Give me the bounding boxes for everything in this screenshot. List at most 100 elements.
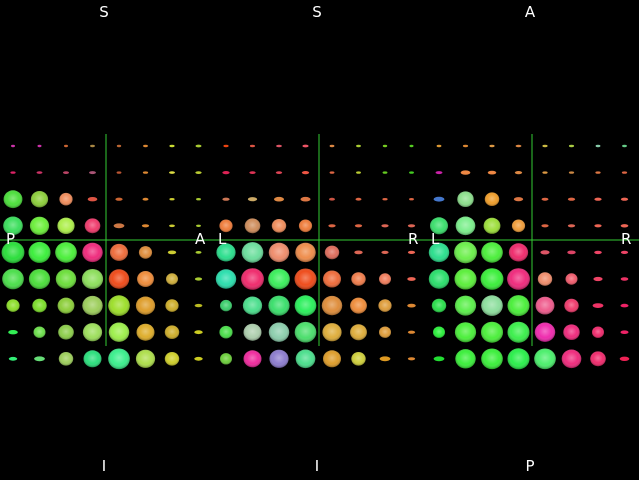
- sagittal-glyph: [169, 144, 175, 148]
- sagittal-glyph: [64, 144, 68, 148]
- sagittal-glyph: [194, 356, 203, 361]
- sagittal-glyph: [142, 171, 149, 174]
- sagittal-glyph-shading: [55, 269, 77, 289]
- coronal-glyph-shading: [294, 295, 317, 316]
- axial-label-bottom: P: [525, 457, 534, 475]
- sagittal-glyph: [195, 144, 202, 148]
- coronal-glyph-shading: [268, 242, 290, 263]
- sagittal-glyph-shading: [55, 242, 77, 263]
- sagittal-glyph: [34, 356, 45, 362]
- sagittal-glyph: [36, 171, 43, 174]
- sagittal-glyph: [63, 171, 69, 175]
- coronal-view-panel[interactable]: S I L R: [213, 3, 426, 475]
- coronal-glyph-shading: [269, 349, 289, 368]
- coronal-glyph-shading: [295, 242, 316, 263]
- axial-label-left: L: [431, 230, 440, 248]
- sagittal-glyph: [196, 198, 201, 201]
- coronal-glyph: [301, 171, 310, 175]
- coronal-glyph-shading: [294, 268, 317, 290]
- sagittal-glyph-shading: [57, 217, 75, 234]
- coronal-glyph-shading: [241, 268, 264, 290]
- sagittal-glyph: [11, 144, 15, 148]
- coronal-glyph: [407, 277, 416, 281]
- axial-glyph-shading: [484, 192, 500, 206]
- sagittal-view-panel[interactable]: S I P A: [0, 3, 213, 475]
- coronal-glyph-shading: [243, 350, 262, 368]
- coronal-label-top: S: [312, 3, 322, 21]
- coronal-glyph-shading: [268, 295, 290, 316]
- axial-glyph: [514, 171, 523, 175]
- coronal-glyph-shading: [379, 273, 391, 285]
- axial-glyph-shading: [455, 349, 476, 369]
- sagittal-glyph: [169, 224, 175, 228]
- coronal-glyph-shading: [220, 299, 232, 312]
- coronal-glyph: [409, 198, 414, 201]
- sagittal-glyph: [10, 171, 16, 174]
- axial-glyph-shading: [537, 272, 553, 286]
- coronal-glyph-shading: [220, 353, 232, 365]
- sagittal-glyph-shading: [32, 298, 47, 313]
- coronal-glyph: [222, 197, 230, 201]
- coronal-glyph: [249, 171, 256, 175]
- axial-glyph-shading: [481, 242, 503, 263]
- coronal-glyph: [381, 250, 389, 254]
- coronal-label-left: L: [218, 230, 227, 248]
- sagittal-glyph-shading: [166, 273, 178, 285]
- axial-glyph-shading: [534, 348, 556, 370]
- axial-glyph-shading: [535, 296, 555, 315]
- sagittal-glyph: [113, 223, 125, 229]
- axial-glyph-shading: [480, 268, 504, 290]
- axial-glyph-shading: [481, 348, 503, 370]
- sagittal-glyph-shading: [82, 242, 103, 263]
- coronal-glyph: [328, 224, 336, 228]
- axial-glyph-shading: [454, 295, 477, 316]
- coronal-glyph-shading: [244, 218, 261, 234]
- coronal-label-right: R: [408, 230, 418, 248]
- axial-glyph-shading: [483, 217, 501, 234]
- sagittal-glyph-shading: [33, 326, 46, 338]
- sagittal-glyph-shading: [58, 324, 74, 340]
- axial-glyph: [435, 171, 443, 175]
- coronal-glyph: [407, 250, 416, 254]
- axial-glyph: [515, 144, 522, 148]
- sagittal-glyph: [169, 198, 175, 201]
- sagittal-glyph: [115, 197, 123, 201]
- axial-glyph-shading: [433, 326, 445, 338]
- coronal-glyph-shading: [219, 325, 233, 339]
- axial-glyph-shading: [564, 298, 579, 313]
- axial-glyph: [541, 224, 549, 228]
- axial-glyph: [593, 276, 603, 282]
- sagittal-glyph-shading: [108, 322, 130, 342]
- axial-glyph: [620, 330, 629, 335]
- axial-glyph: [487, 170, 497, 175]
- sagittal-glyph: [142, 197, 149, 201]
- axial-glyph-shading: [481, 295, 503, 316]
- coronal-glyph-shading: [215, 269, 237, 289]
- sagittal-glyph-shading: [6, 299, 20, 312]
- coronal-glyph: [382, 171, 388, 174]
- coronal-glyph: [354, 224, 363, 228]
- axial-label-right: R: [621, 230, 631, 248]
- sagittal-glyph-shading: [82, 323, 103, 342]
- axial-glyph: [594, 250, 602, 255]
- coronal-label-bottom: I: [315, 457, 319, 475]
- coronal-glyph: [356, 171, 361, 174]
- axial-view-panel[interactable]: A P L R: [426, 3, 639, 475]
- sagittal-glyph-shading: [164, 325, 180, 340]
- axial-glyph-shading: [507, 348, 530, 370]
- axial-glyph-shading: [511, 219, 526, 233]
- axial-glyph-shading: [534, 322, 556, 342]
- coronal-glyph-shading: [268, 268, 290, 290]
- sagittal-glyph-shading: [28, 241, 51, 263]
- axial-glyph-shading: [565, 273, 578, 285]
- coronal-glyph: [276, 144, 282, 148]
- axial-glyph: [594, 197, 602, 201]
- coronal-glyph-shading: [216, 243, 236, 262]
- coronal-glyph-shading: [321, 295, 343, 316]
- axial-glyph-shading: [563, 324, 580, 341]
- coronal-glyph: [247, 197, 258, 202]
- coronal-glyph-shading: [322, 323, 342, 342]
- coronal-glyph: [382, 198, 388, 201]
- coronal-glyph: [222, 171, 230, 175]
